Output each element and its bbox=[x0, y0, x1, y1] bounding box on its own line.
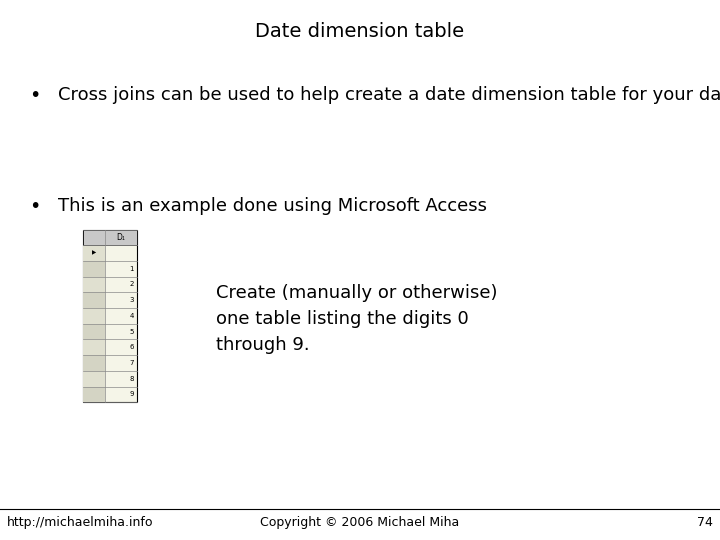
Text: 2: 2 bbox=[130, 281, 134, 287]
Bar bbox=[83, 371, 106, 387]
Bar bbox=[83, 230, 137, 402]
Bar bbox=[83, 387, 106, 402]
Text: •: • bbox=[29, 197, 40, 216]
Text: 3: 3 bbox=[130, 297, 134, 303]
Bar bbox=[83, 324, 106, 340]
Text: 7: 7 bbox=[130, 360, 134, 366]
Text: 74: 74 bbox=[697, 516, 713, 529]
Bar bbox=[83, 230, 137, 245]
Bar bbox=[83, 340, 106, 355]
Text: http://michaelmiha.info: http://michaelmiha.info bbox=[7, 516, 153, 529]
Text: Cross joins can be used to help create a date dimension table for your data ware: Cross joins can be used to help create a… bbox=[58, 86, 720, 104]
Bar bbox=[83, 261, 106, 276]
Text: D₁: D₁ bbox=[117, 233, 125, 242]
Bar bbox=[83, 276, 106, 292]
Text: 1: 1 bbox=[130, 266, 134, 272]
Text: ▶: ▶ bbox=[92, 251, 96, 255]
Text: •: • bbox=[29, 86, 40, 105]
Text: 8: 8 bbox=[130, 376, 134, 382]
Bar bbox=[83, 308, 106, 324]
Text: 9: 9 bbox=[130, 392, 134, 397]
Bar bbox=[83, 355, 106, 371]
Text: Copyright © 2006 Michael Miha: Copyright © 2006 Michael Miha bbox=[261, 516, 459, 529]
Bar bbox=[83, 245, 106, 261]
Text: 5: 5 bbox=[130, 329, 134, 335]
Text: 4: 4 bbox=[130, 313, 134, 319]
Text: This is an example done using Microsoft Access: This is an example done using Microsoft … bbox=[58, 197, 487, 215]
Text: Date dimension table: Date dimension table bbox=[256, 22, 464, 40]
Text: Create (manually or otherwise)
one table listing the digits 0
through 9.: Create (manually or otherwise) one table… bbox=[216, 284, 498, 354]
Text: 6: 6 bbox=[130, 345, 134, 350]
Bar bbox=[83, 292, 106, 308]
